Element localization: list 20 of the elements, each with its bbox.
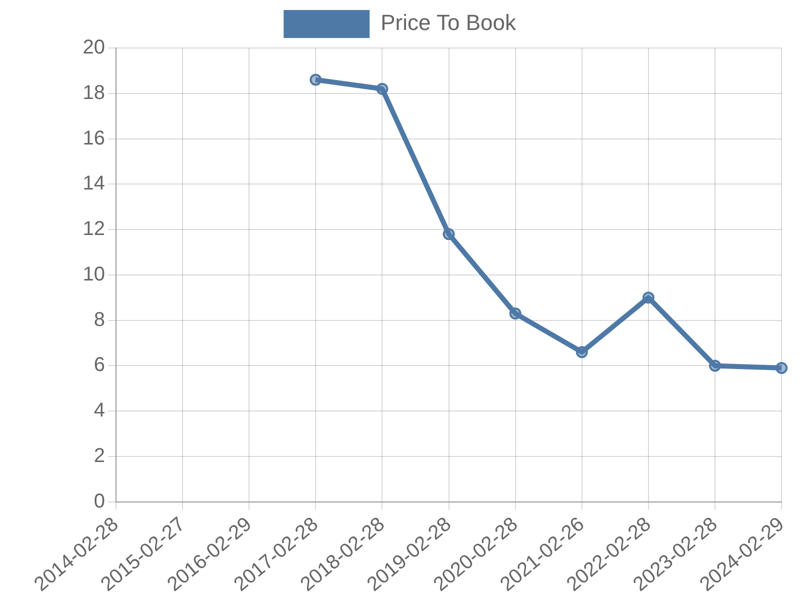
y-tick-label: 4 — [94, 400, 105, 422]
point — [576, 346, 588, 358]
y-tick-label: 6 — [94, 354, 105, 376]
point — [509, 308, 522, 320]
point — [642, 292, 654, 304]
y-tick-label: 0 — [94, 490, 105, 512]
point — [442, 228, 455, 240]
y-tick-label: 16 — [82, 127, 105, 150]
legend-label: Price To Book — [380, 10, 517, 36]
point — [310, 74, 322, 86]
y-tick-label: 8 — [94, 308, 105, 331]
point — [776, 362, 788, 374]
y-tick-label: 20 — [82, 36, 105, 59]
y-tick-label: 14 — [82, 172, 105, 195]
y-tick-label: 10 — [82, 263, 105, 286]
y-tick-label: 2 — [94, 444, 105, 467]
y-tick-label: 18 — [82, 82, 105, 104]
point — [709, 360, 722, 372]
point — [376, 82, 388, 95]
y-tick-label: 12 — [82, 218, 105, 240]
